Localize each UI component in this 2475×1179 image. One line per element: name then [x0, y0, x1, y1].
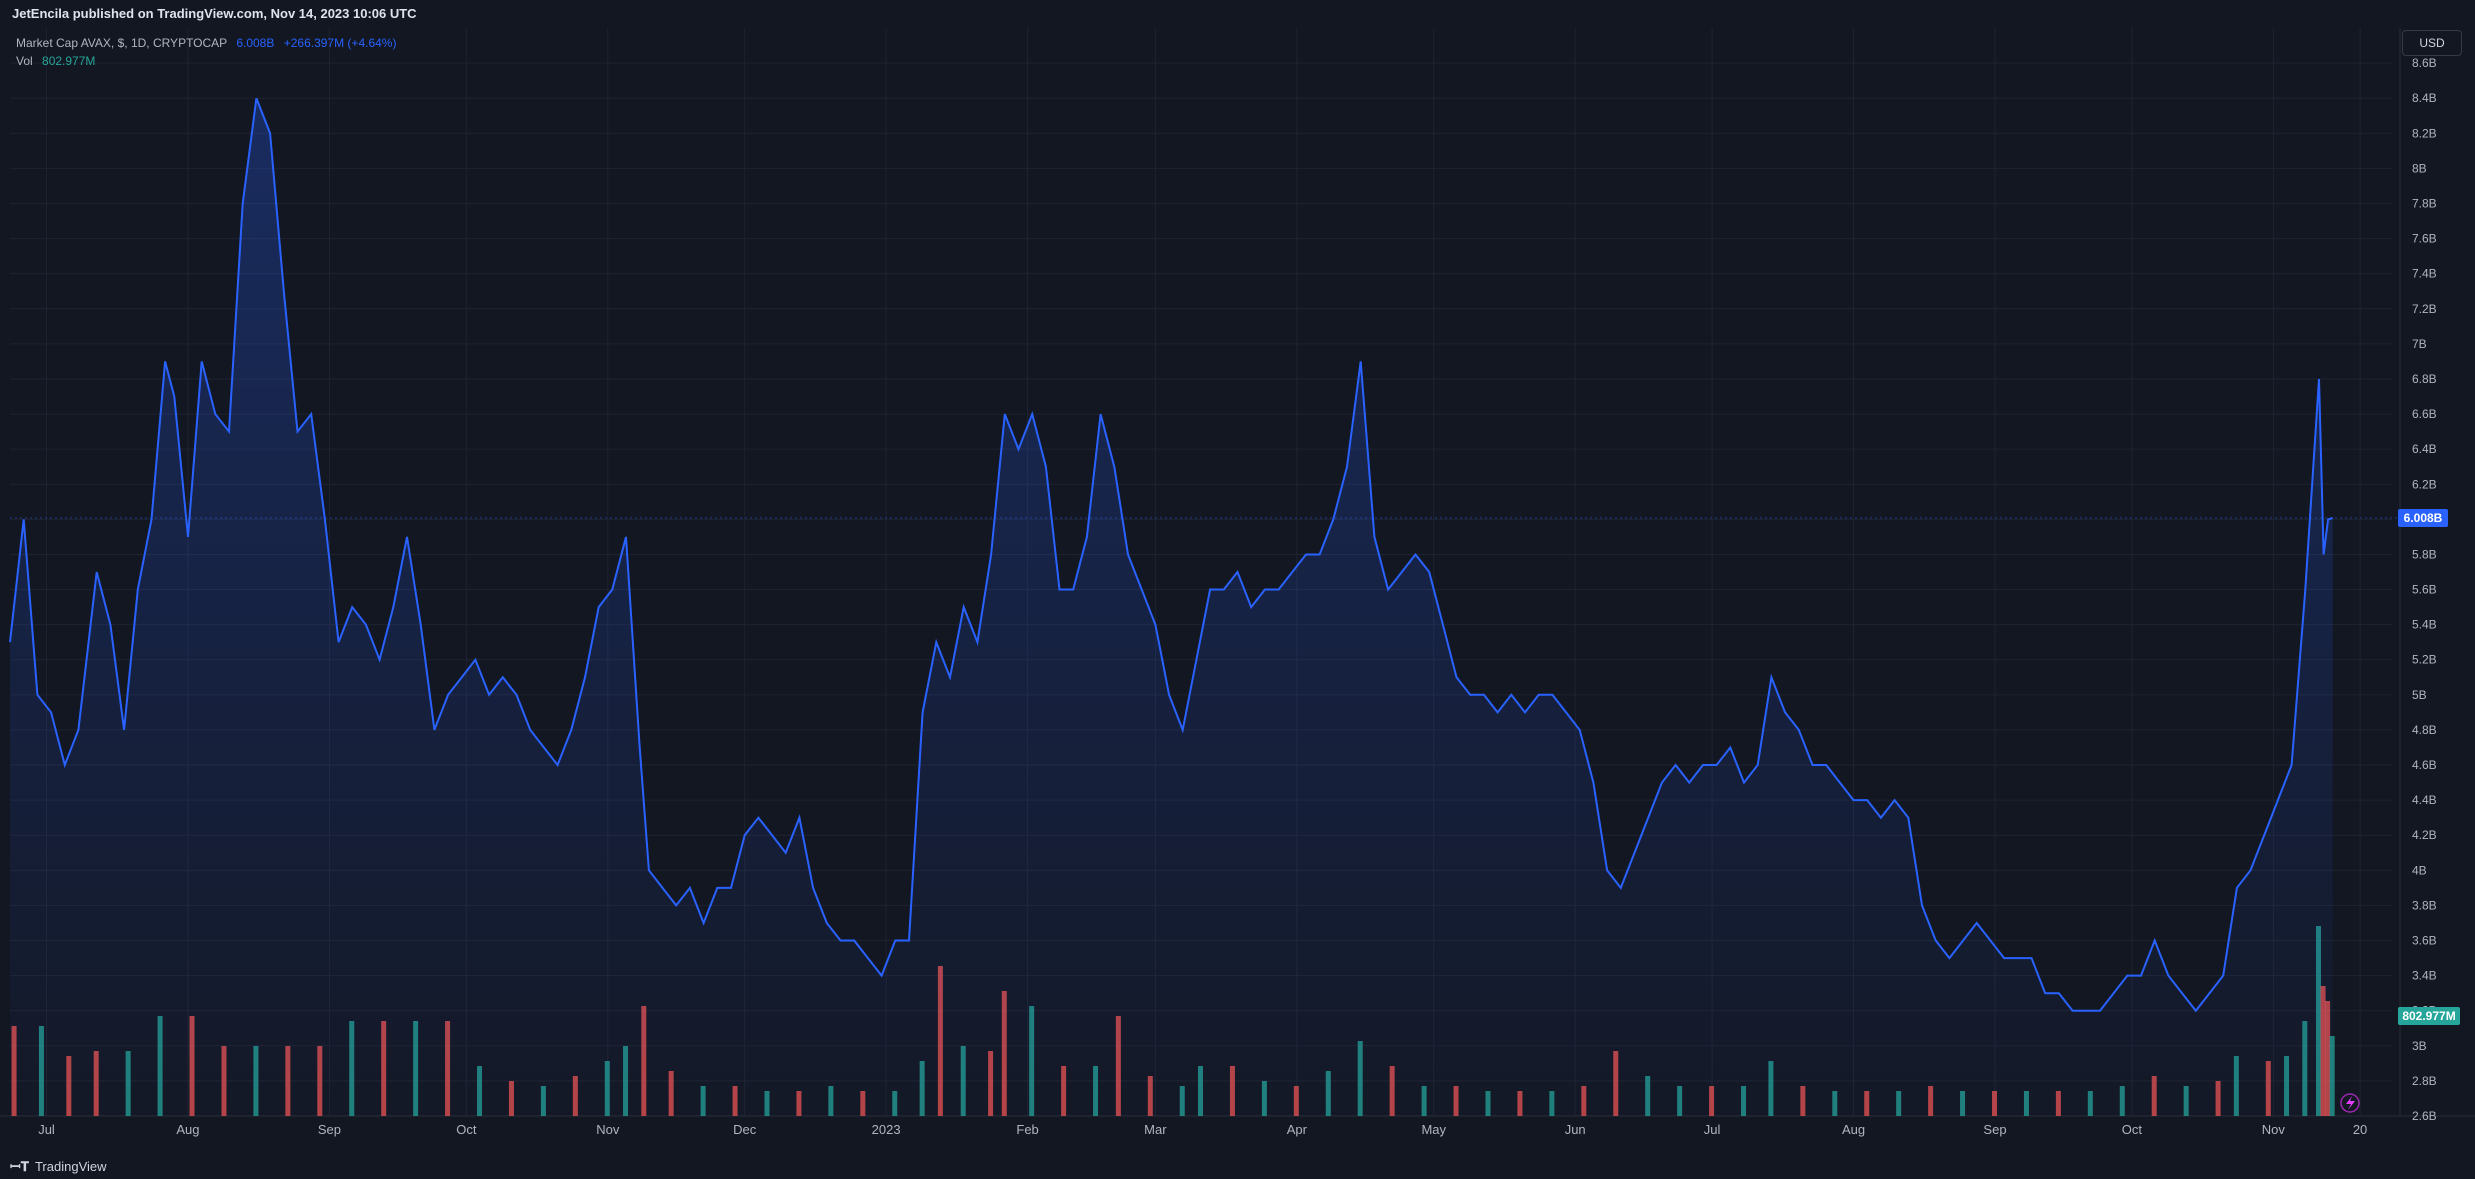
publish-bar: JetEncila published on TradingView.com, … — [0, 0, 2475, 28]
volume-value-badge — [2398, 1007, 2460, 1025]
last-value-text: 6.008B — [2404, 511, 2443, 525]
x-tick-label: 2023 — [872, 1122, 901, 1137]
legend-symbol: Market Cap AVAX, $, 1D, CRYPTOCAP — [16, 36, 227, 50]
y-tick-label: 5.8B — [2412, 547, 2437, 561]
y-tick-label: 6.4B — [2412, 442, 2437, 456]
y-tick-label: 7.2B — [2412, 302, 2437, 316]
x-tick-label: Aug — [1842, 1122, 1865, 1137]
y-tick-label: 6.6B — [2412, 407, 2437, 421]
y-tick-label: 3.6B — [2412, 934, 2437, 948]
x-tick-label: 20 — [2353, 1122, 2367, 1137]
volume-value-text: 802.977M — [2402, 1009, 2455, 1023]
y-tick-label: 3.8B — [2412, 898, 2437, 912]
y-tick-label: 4B — [2412, 863, 2427, 877]
y-tick-label: 5.4B — [2412, 618, 2437, 632]
y-tick-label: 7.4B — [2412, 267, 2437, 281]
legend-vol-value: 802.977M — [42, 54, 96, 68]
x-tick-label: Sep — [1983, 1122, 2006, 1137]
brand-name: TradingView — [34, 1159, 107, 1174]
price-line — [9, 97, 2333, 1013]
legend-main-row: Market Cap AVAX, $, 1D, CRYPTOCAP 6.008B… — [16, 34, 396, 52]
footer: ꟷ𝐓 TradingView — [0, 1150, 2475, 1179]
x-tick-label: Jun — [1565, 1122, 1586, 1137]
x-tick-label: Dec — [733, 1122, 757, 1137]
y-tick-label: 4.2B — [2412, 828, 2437, 842]
y-tick-label: 7.6B — [2412, 232, 2437, 246]
y-tick-label: 3.4B — [2412, 969, 2437, 983]
value-badges: 6.008B 802.977M — [2398, 508, 2460, 1025]
x-tick-label: May — [1421, 1122, 1446, 1137]
chart[interactable]: 2.6B2.8B3B3.2B3.4B3.6B3.8B4B4.2B4.4B4.6B… — [0, 28, 2475, 1150]
x-tick-label: Nov — [596, 1122, 620, 1137]
x-tick-label: Oct — [2122, 1122, 2143, 1137]
x-axis[interactable]: Jul Aug Sep Oct Nov Dec 2023 Feb Mar Apr May Jun Jul… — [38, 1122, 2367, 1137]
y-tick-label: 8.4B — [2412, 91, 2437, 105]
area-fill — [10, 98, 2333, 1116]
x-tick-label: Aug — [176, 1122, 199, 1137]
y-tick-label: 8.6B — [2412, 56, 2437, 70]
x-tick-label: Jul — [38, 1122, 55, 1137]
y-tick-label: 2.8B — [2412, 1074, 2437, 1088]
flash-icon-bolt — [2346, 1096, 2355, 1110]
x-tick-label: Nov — [2262, 1122, 2286, 1137]
y-tick-label: 8B — [2412, 161, 2427, 175]
x-tick-label: Apr — [1287, 1122, 1308, 1137]
legend-value: 6.008B — [236, 36, 275, 50]
x-tick-label: Mar — [1144, 1122, 1167, 1137]
publish-info: JetEncila published on TradingView.com, … — [12, 6, 417, 21]
currency-button[interactable]: USD — [2402, 30, 2462, 56]
y-tick-label: 5.2B — [2412, 653, 2437, 667]
y-tick-label: 7.8B — [2412, 196, 2437, 210]
x-tick-label: Feb — [1016, 1122, 1038, 1137]
y-tick-label: 7B — [2412, 337, 2427, 351]
legend-change: +266.397M (+4.64%) — [283, 36, 397, 50]
tradingview-brand[interactable]: ꟷ𝐓 TradingView — [10, 1157, 107, 1175]
x-tick-label: Oct — [456, 1122, 477, 1137]
y-tick-label: 2.6B — [2412, 1109, 2437, 1123]
y-axis[interactable]: 2.6B2.8B3B3.2B3.4B3.6B3.8B4B4.2B4.4B4.6B… — [2412, 56, 2437, 1123]
y-tick-label: 5B — [2412, 688, 2427, 702]
tradingview-logo-icon: ꟷ𝐓 — [10, 1159, 29, 1174]
y-tick-label: 6.8B — [2412, 372, 2437, 386]
y-tick-label: 4.6B — [2412, 758, 2437, 772]
x-tick-label: Sep — [318, 1122, 341, 1137]
y-tick-label: 5.6B — [2412, 583, 2437, 597]
y-tick-label: 6.2B — [2412, 477, 2437, 491]
y-tick-label: 8.2B — [2412, 126, 2437, 140]
legend-volume-row: Vol 802.977M — [16, 52, 396, 70]
last-value-badge — [2398, 508, 2448, 527]
legend-vol-label: Vol — [16, 54, 33, 68]
legend: Market Cap AVAX, $, 1D, CRYPTOCAP 6.008B… — [16, 34, 396, 70]
y-tick-label: 4.8B — [2412, 723, 2437, 737]
flash-icon[interactable] — [2340, 1093, 2360, 1113]
x-tick-label: Jul — [1704, 1122, 1721, 1137]
y-tick-label: 3B — [2412, 1039, 2427, 1053]
y-tick-label: 4.4B — [2412, 793, 2437, 807]
